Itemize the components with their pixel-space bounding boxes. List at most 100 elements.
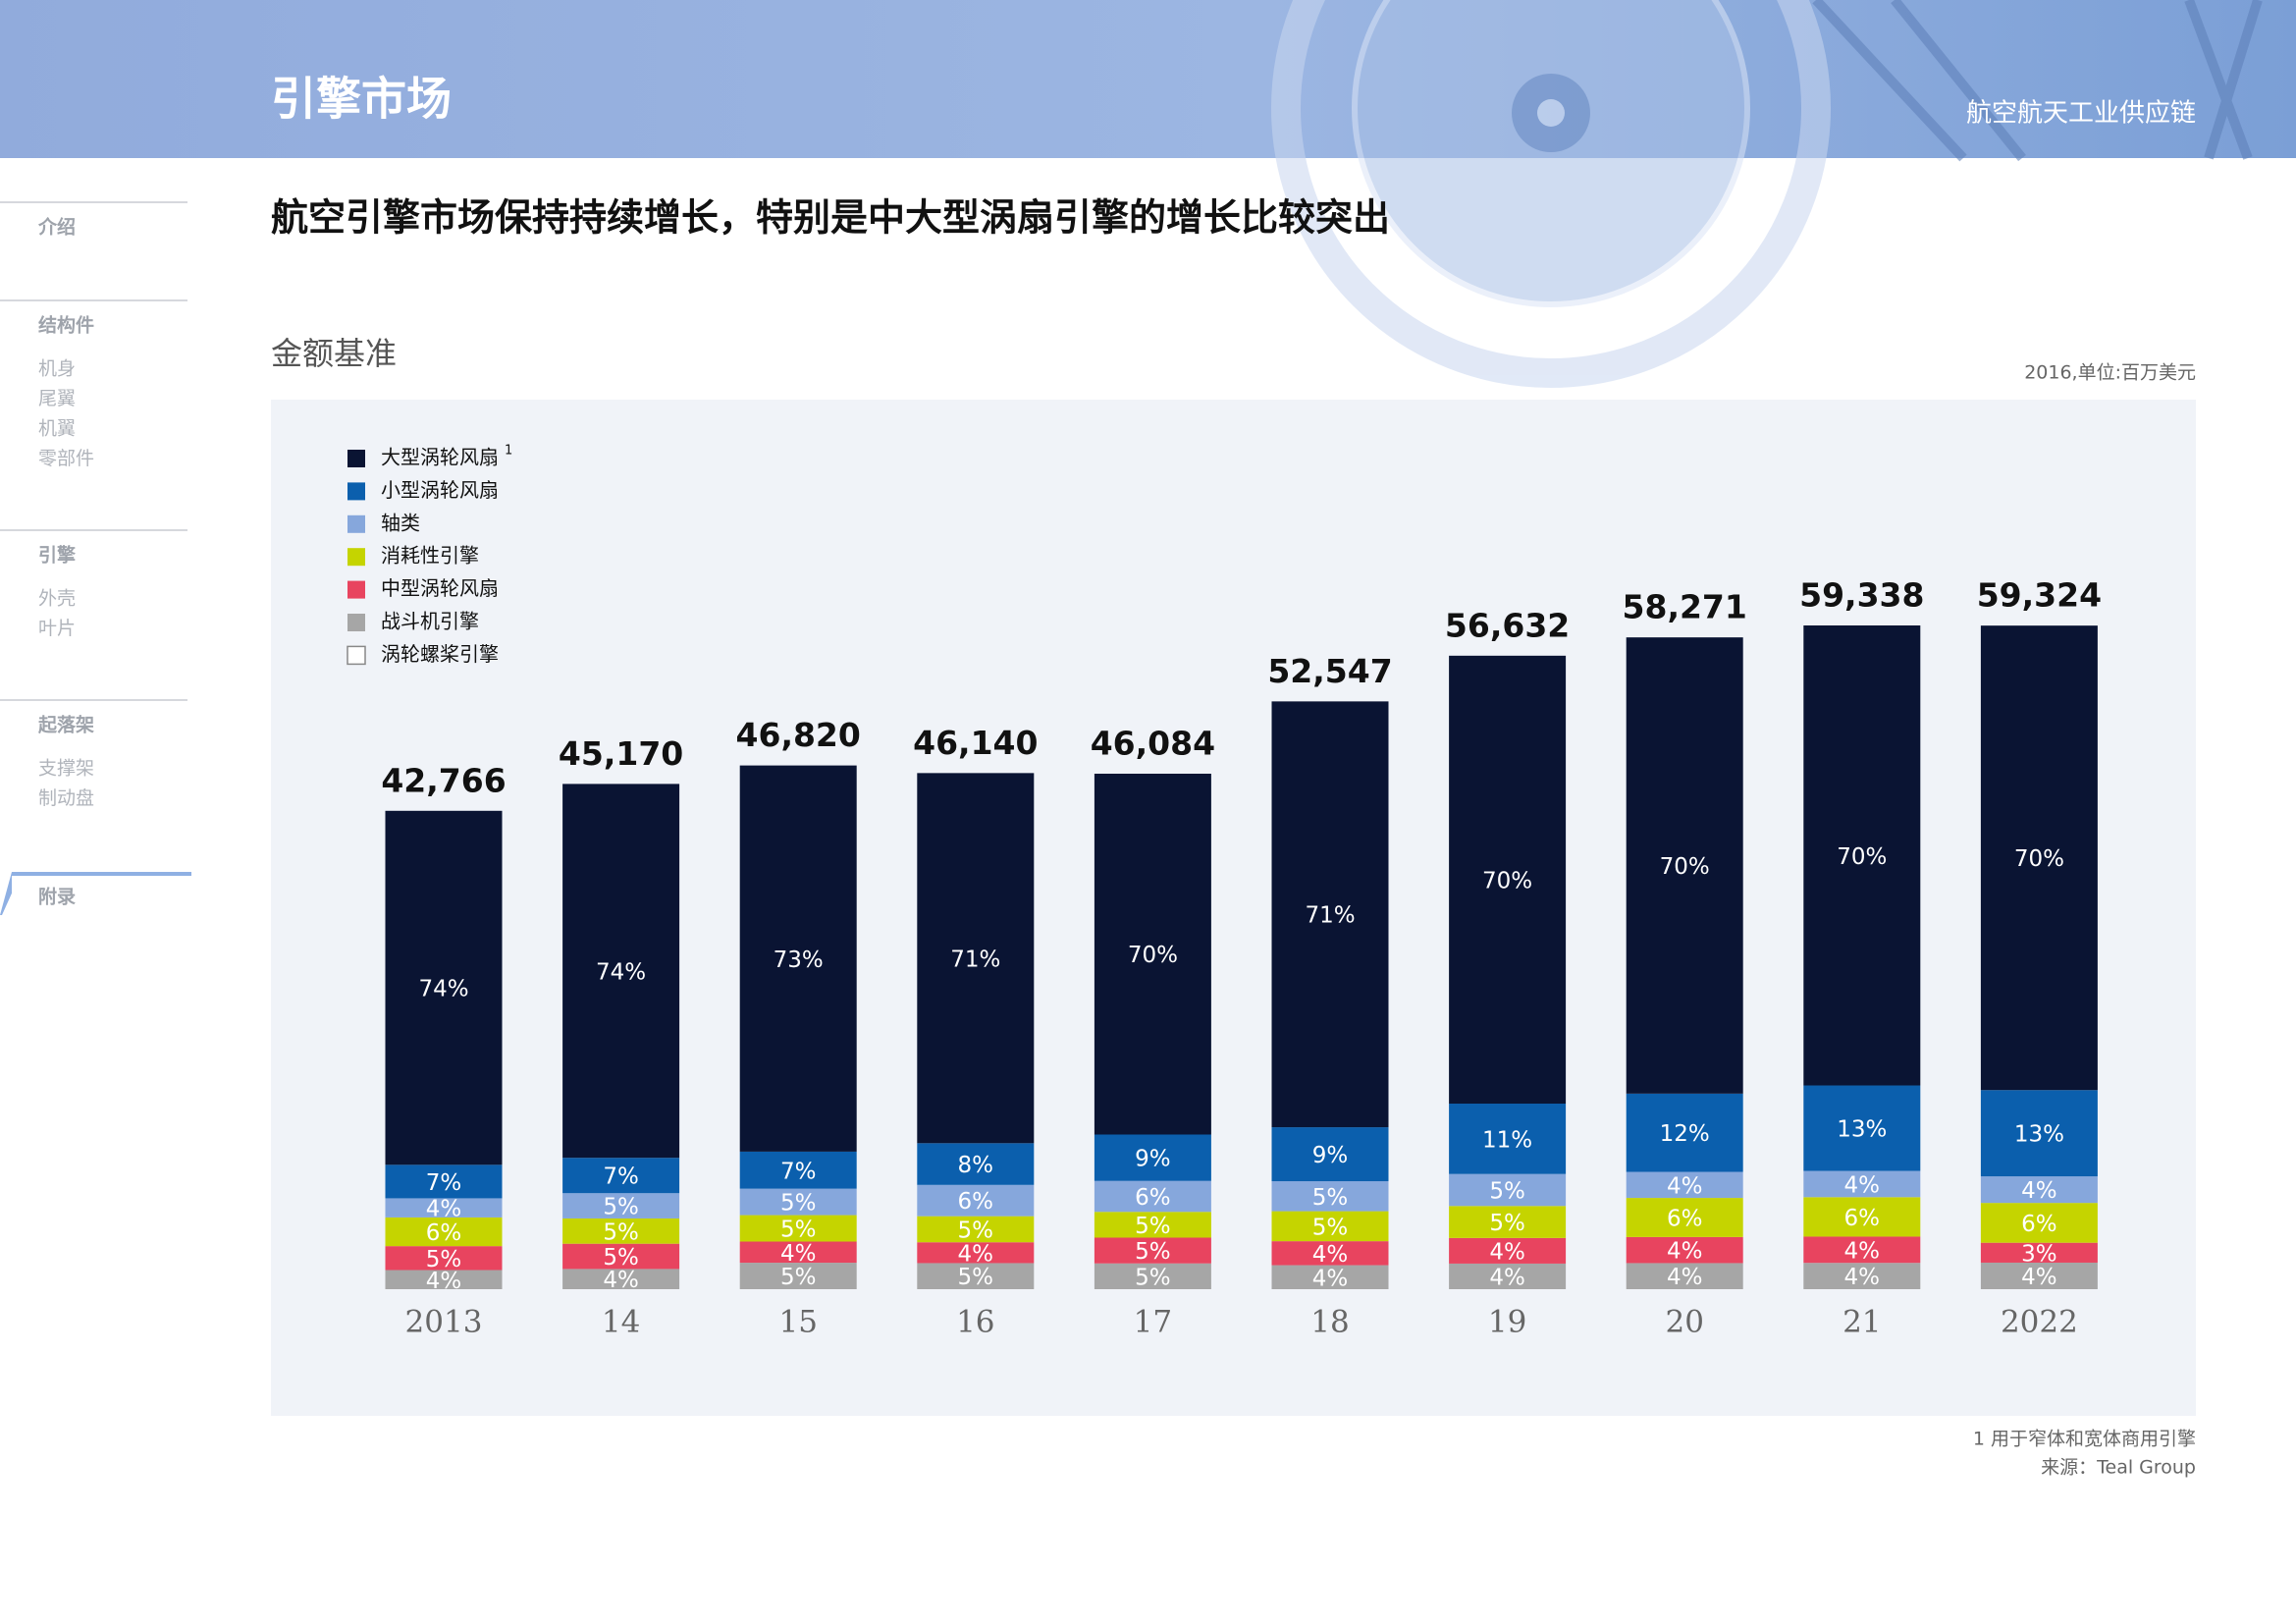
bar-segment [562, 1218, 680, 1244]
segment-label: 5% [1135, 1214, 1171, 1239]
segment-label: 5% [958, 1265, 994, 1290]
source: 来源：Teal Group [2041, 1457, 2196, 1479]
bar-segment [385, 1246, 503, 1271]
segment-label: 4% [1844, 1172, 1881, 1198]
bar-segment [1803, 1263, 1921, 1289]
bar-segment [1626, 1171, 1743, 1199]
bar-segment [1271, 1211, 1389, 1242]
segment-label: 4% [1667, 1173, 1703, 1199]
bar-segment [1980, 625, 2098, 1091]
bar-segment [1449, 1206, 1567, 1238]
segment-label: 7% [603, 1164, 639, 1190]
segment-label: 6% [1844, 1206, 1881, 1231]
bar-segment [1626, 637, 1743, 1094]
sidebar-heading: 附录 [38, 886, 76, 908]
bar-segment [917, 1216, 1035, 1243]
bar-segment [562, 784, 680, 1159]
segment-label: 5% [426, 1247, 462, 1272]
bar-segment [1271, 1181, 1389, 1212]
segment-label: 13% [2014, 1122, 2064, 1148]
bar-segment [1449, 1104, 1567, 1174]
bar-segment [1803, 625, 1921, 1086]
x-tick-label: 15 [778, 1305, 817, 1340]
bar-segment [1449, 1237, 1567, 1264]
segment-label: 73% [774, 947, 824, 973]
x-tick-label: 20 [1665, 1305, 1703, 1340]
segment-label: 11% [1482, 1127, 1532, 1153]
segment-label: 5% [780, 1218, 817, 1243]
bar-segment [1094, 773, 1211, 1135]
segment-label: 4% [1312, 1266, 1349, 1291]
segment-label: 12% [1660, 1121, 1710, 1147]
bar-segment [917, 1143, 1035, 1185]
segment-label: 6% [1135, 1185, 1171, 1211]
chart-title: 金额基准 [271, 335, 397, 372]
segment-label: 6% [1667, 1206, 1703, 1231]
x-tick-label: 14 [602, 1305, 640, 1340]
sidebar-heading: 结构件 [38, 314, 94, 337]
bar-segment [739, 765, 857, 1152]
sidebar-item: 制动盘 [38, 787, 94, 809]
legend-label: 涡轮螺桨引擎 [381, 642, 499, 666]
segment-label: 6% [2021, 1212, 2057, 1237]
engine-illustration [1271, 0, 2263, 388]
sidebar-item: 机身 [38, 358, 76, 380]
legend-swatch [347, 482, 365, 501]
bar-segment [917, 1242, 1035, 1264]
legend-label: 消耗性引擎 [381, 544, 479, 568]
segment-label: 5% [1489, 1211, 1525, 1236]
bar-segment [385, 1217, 503, 1247]
bar-segment [1094, 1180, 1211, 1213]
sidebar-item: 外壳 [38, 588, 76, 610]
segment-label: 6% [958, 1189, 994, 1215]
bar-segment [1094, 1237, 1211, 1264]
bar-segment [1803, 1085, 1921, 1171]
total-label: 46,140 [913, 724, 1038, 762]
bar-segment [1271, 701, 1389, 1128]
segment-label: 4% [958, 1241, 994, 1267]
bar-segment [1449, 655, 1567, 1105]
header-title: 引擎市场 [271, 73, 452, 126]
segment-label: 4% [2021, 1265, 2057, 1290]
segment-label: 4% [1489, 1265, 1525, 1290]
sidebar-heading: 介绍 [37, 216, 76, 239]
legend-swatch [347, 450, 365, 467]
sidebar-item: 支撑架 [38, 758, 94, 780]
x-tick-label: 16 [956, 1305, 994, 1340]
total-label: 46,084 [1091, 724, 1215, 762]
segment-label: 70% [1482, 868, 1532, 893]
total-label: 46,820 [736, 716, 861, 754]
segment-label: 5% [1312, 1185, 1349, 1211]
sidebar-heading: 起落架 [37, 714, 94, 736]
legend-swatch [347, 548, 365, 567]
sidebar-heading: 引擎 [38, 544, 76, 567]
segment-label: 13% [1837, 1117, 1887, 1143]
segment-label: 5% [780, 1191, 817, 1217]
x-tick-label: 2022 [2001, 1305, 2078, 1340]
segment-label: 70% [1660, 854, 1710, 880]
segment-label: 5% [603, 1195, 639, 1220]
segment-label: 3% [2021, 1241, 2057, 1267]
segment-label: 4% [1312, 1242, 1349, 1268]
segment-label: 9% [1312, 1143, 1349, 1168]
total-label: 59,338 [1799, 576, 1924, 615]
x-tick-label: 18 [1310, 1305, 1349, 1340]
bar-segment [1449, 1263, 1567, 1289]
bar-segment [739, 1188, 857, 1216]
segment-label: 5% [603, 1245, 639, 1271]
bar-segment [562, 1158, 680, 1194]
x-tick-label: 19 [1488, 1305, 1526, 1340]
bar-segment [385, 810, 503, 1165]
bar-segment [739, 1263, 857, 1289]
bar-segment [385, 1270, 503, 1289]
total-label: 56,632 [1445, 606, 1570, 644]
segment-label: 5% [603, 1219, 639, 1245]
x-tick-label: 2013 [405, 1305, 483, 1340]
segment-label: 4% [1844, 1238, 1881, 1264]
chart: 大型涡轮风扇 1小型涡轮风扇轴类消耗性引擎中型涡轮风扇战斗机引擎涡轮螺桨引擎4%5… [347, 444, 2102, 1340]
bar-segment [1980, 1090, 2098, 1177]
segment-label: 5% [1312, 1215, 1349, 1240]
